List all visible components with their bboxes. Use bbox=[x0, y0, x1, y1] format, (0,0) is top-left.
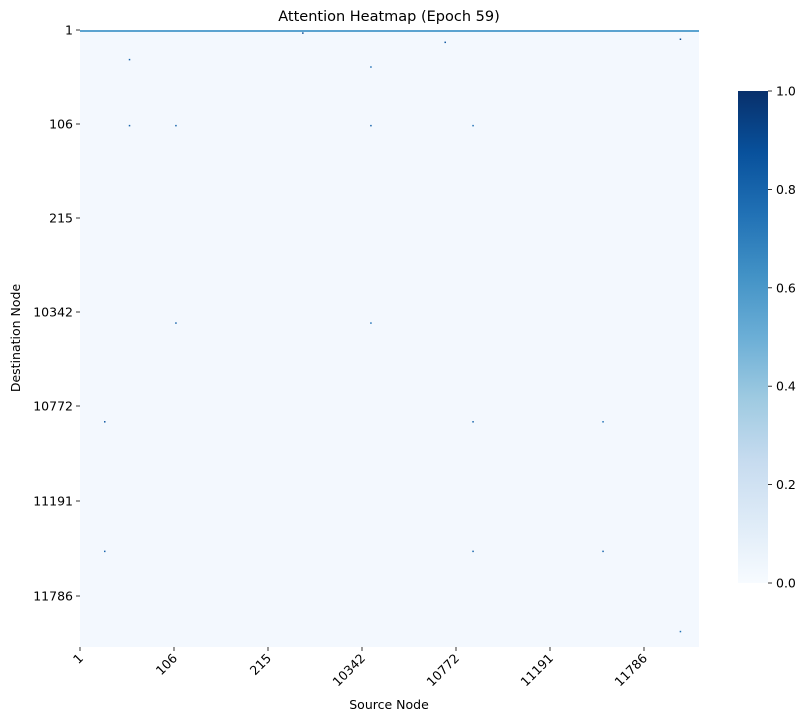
x-tick-label: 10342 bbox=[329, 651, 368, 690]
heatmap-hot-cell bbox=[370, 66, 372, 68]
heatmap-hot-cell bbox=[175, 124, 177, 127]
y-tick-label: 215 bbox=[49, 211, 73, 226]
heatmap-hot-cell bbox=[472, 550, 474, 553]
heatmap-hot-cell bbox=[370, 322, 372, 324]
colorbar-tick-label: 0.4 bbox=[776, 379, 796, 394]
heatmap-hot-cell bbox=[472, 421, 474, 423]
heatmap-hot-cell bbox=[175, 322, 177, 324]
y-tick-label: 11191 bbox=[33, 494, 73, 509]
y-axis-label: Destination Node bbox=[8, 284, 23, 393]
colorbar-gradient bbox=[738, 91, 768, 583]
x-tick-label: 106 bbox=[153, 650, 181, 678]
y-tick-label: 106 bbox=[49, 117, 73, 132]
heatmap-hot-cell bbox=[679, 630, 682, 633]
y-tick-label: 1 bbox=[65, 23, 73, 38]
y-tick-label: 10772 bbox=[33, 399, 73, 414]
heatmap-first-row bbox=[80, 30, 699, 32]
x-tick-label: 215 bbox=[247, 651, 274, 678]
x-axis-label: Source Node bbox=[349, 697, 429, 712]
heatmap-hot-cell bbox=[128, 58, 131, 61]
colorbar-ticks: 0.0 0.2 0.4 0.6 0.8 1.0 bbox=[768, 84, 796, 591]
colorbar: 0.0 0.2 0.4 0.6 0.8 1.0 bbox=[738, 84, 796, 591]
heatmap-hot-cell bbox=[128, 124, 131, 127]
y-axis-ticks: 1 106 215 10342 10772 11191 11786 bbox=[33, 23, 80, 604]
heatmap-plot-area bbox=[80, 30, 699, 647]
colorbar-tick-label: 0.0 bbox=[776, 576, 796, 591]
heatmap-hot-cell bbox=[370, 124, 372, 127]
y-tick-label: 10342 bbox=[33, 305, 73, 320]
heatmap-hot-cell bbox=[602, 550, 604, 553]
y-tick-label: 11786 bbox=[33, 589, 73, 604]
x-tick-label: 1 bbox=[70, 651, 86, 667]
colorbar-tick-label: 1.0 bbox=[776, 84, 796, 99]
x-tick-label: 11786 bbox=[611, 650, 650, 689]
x-tick-label: 11191 bbox=[517, 651, 556, 690]
heatmap-hot-cell bbox=[472, 124, 474, 127]
colorbar-tick-label: 0.2 bbox=[776, 477, 796, 492]
heatmap-background bbox=[80, 30, 699, 647]
colorbar-tick-label: 0.6 bbox=[776, 280, 796, 295]
heatmap-hot-cell bbox=[104, 550, 106, 553]
x-tick-label: 10772 bbox=[423, 651, 462, 690]
heatmap-hot-cell bbox=[302, 32, 304, 34]
heatmap-hot-cell bbox=[444, 41, 446, 44]
heatmap-hot-cell bbox=[679, 38, 682, 40]
chart-title: Attention Heatmap (Epoch 59) bbox=[278, 9, 500, 25]
x-axis-ticks: 1 106 215 10342 10772 11191 11786 bbox=[70, 647, 650, 689]
heatmap-hot-cell bbox=[602, 421, 604, 423]
heatmap-hot-cells bbox=[104, 32, 682, 633]
heatmap-hot-cell bbox=[104, 421, 106, 423]
colorbar-tick-label: 0.8 bbox=[776, 182, 796, 197]
